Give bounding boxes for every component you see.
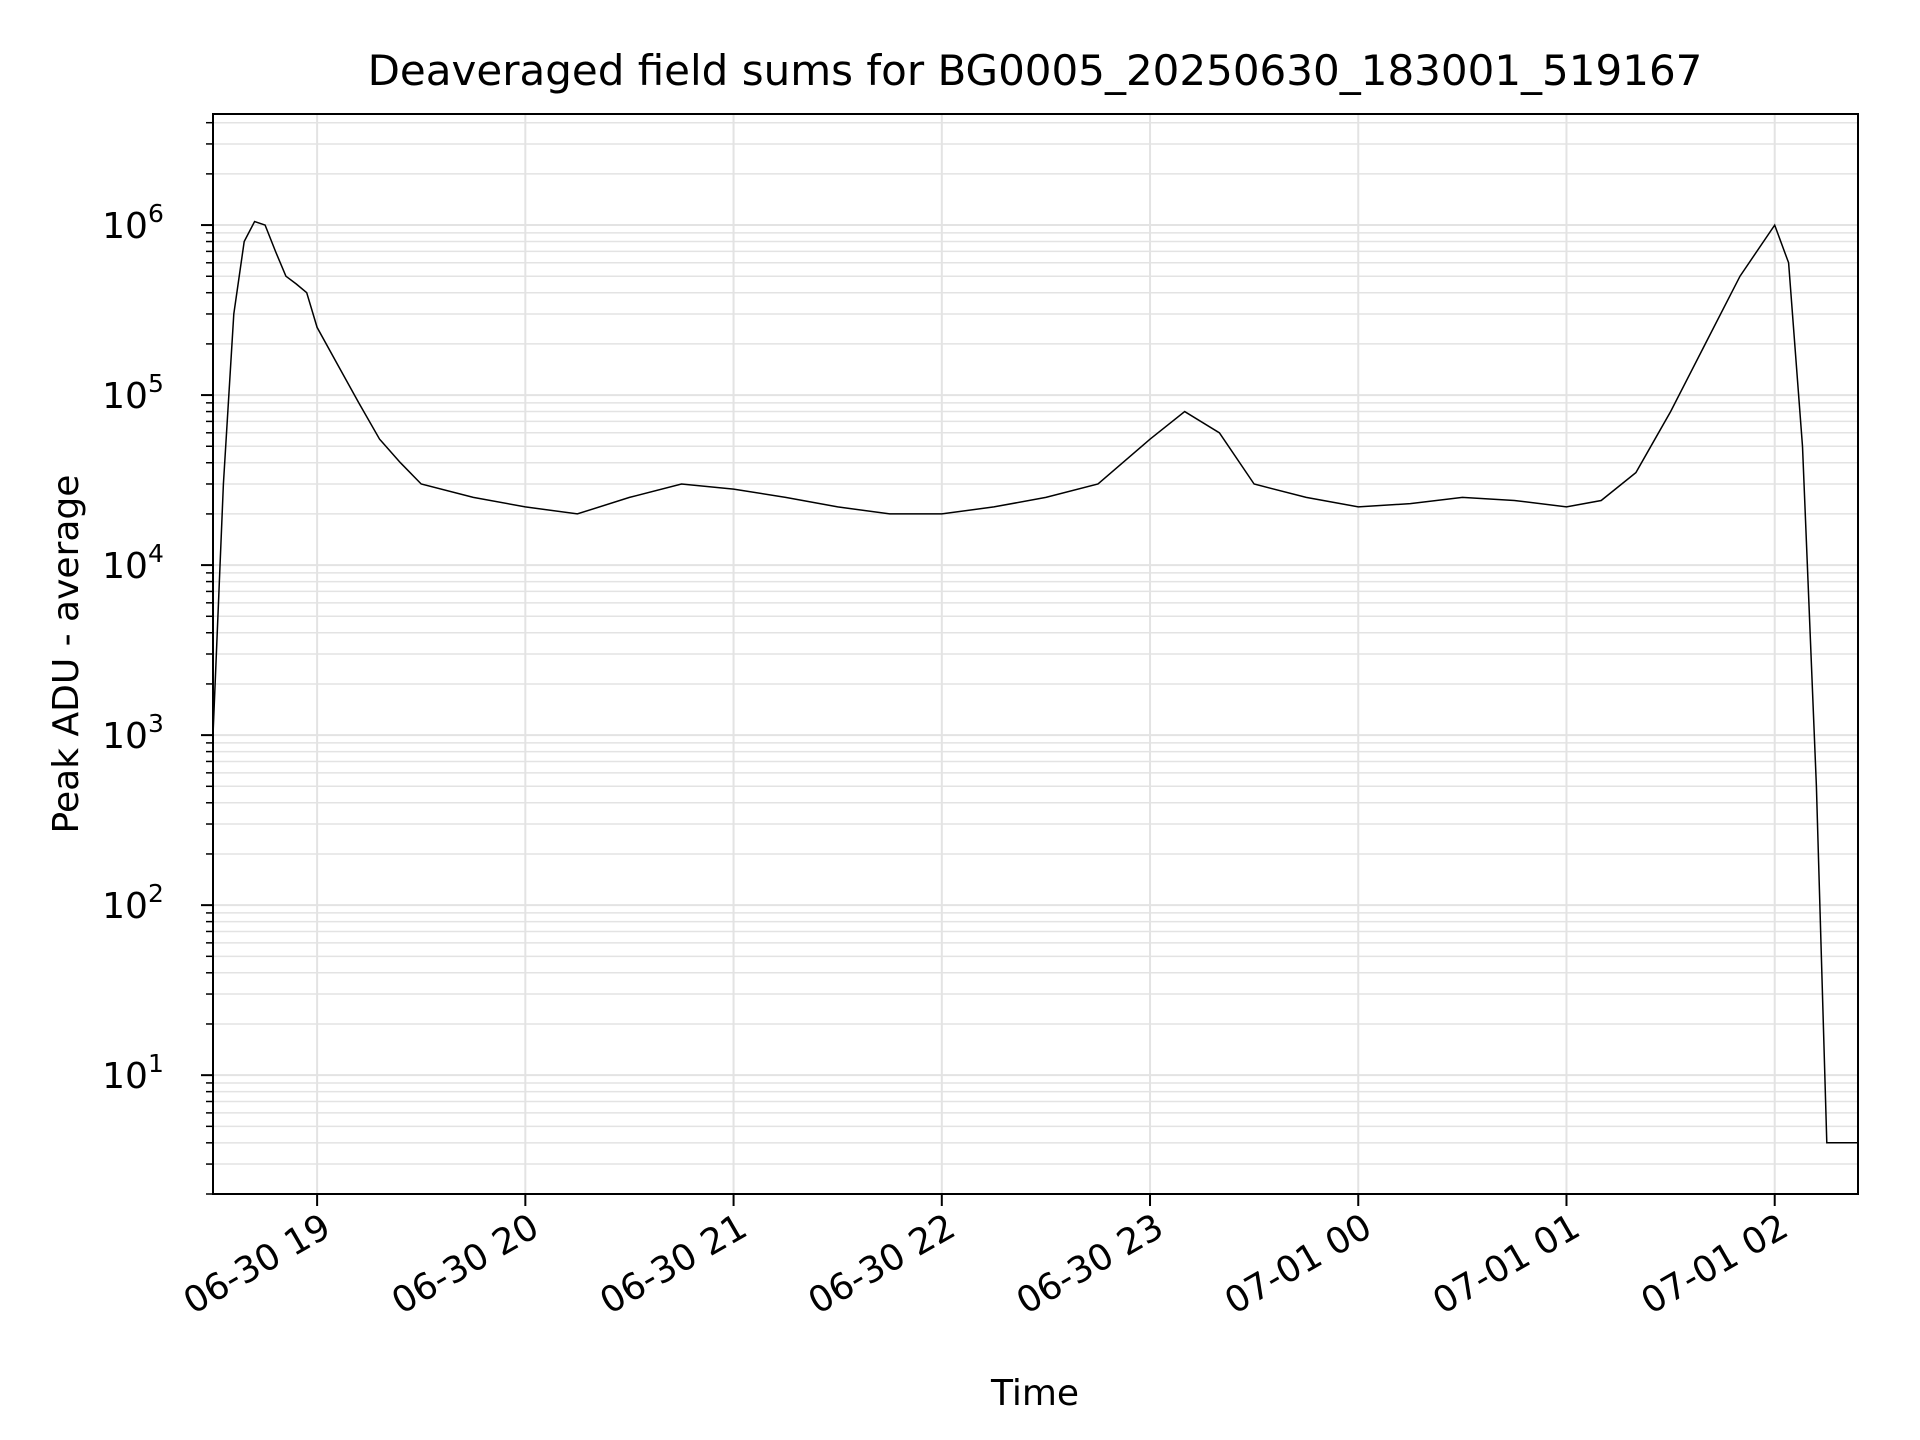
series-group [213, 220, 1858, 1144]
grid-lines [213, 114, 1858, 1195]
y-axis-label: Peak ADU - average [46, 475, 87, 834]
y-tick-label: 102 [102, 879, 164, 927]
y-tick-label: 104 [102, 539, 164, 587]
y-tick-label: 105 [102, 369, 164, 417]
chart-title: Deaveraged field sums for BG0005_2025063… [368, 46, 1703, 95]
x-axis-label: Time [990, 1373, 1079, 1414]
y-tick-label: 106 [102, 199, 164, 247]
series-line [213, 220, 1858, 1144]
y-tick-label: 103 [102, 709, 164, 757]
y-tick-label: 101 [102, 1049, 164, 1097]
y-axis: 101 102 103 104 105 106 [102, 121, 213, 1195]
